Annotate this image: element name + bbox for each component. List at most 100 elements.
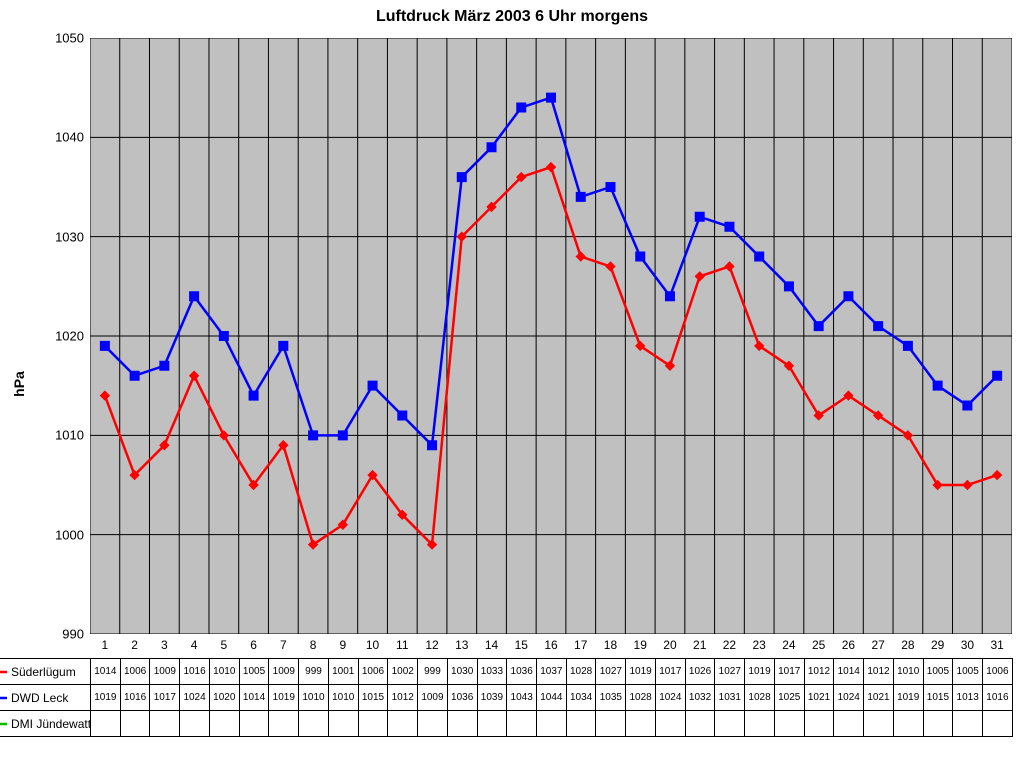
data-cell: 1013 [953,685,983,711]
data-cell: 1028 [745,685,775,711]
legend-swatch-icon [0,665,9,679]
series-marker [993,371,1002,380]
data-cell: 1001 [328,659,358,685]
x-tick-label: 25 [812,638,825,652]
x-tick-label: 10 [366,638,379,652]
data-cell: 1032 [685,685,715,711]
series-marker [784,282,793,291]
data-cell: 1039 [477,685,507,711]
data-cell: 1006 [358,659,388,685]
data-cell: 1034 [566,685,596,711]
x-tick-label: 1 [102,638,109,652]
data-cell [328,711,358,737]
data-table: Süderlügum101410061009101610101005100999… [0,658,1013,737]
data-cell: 1014 [239,685,269,711]
series-marker [249,391,258,400]
data-cell: 1010 [328,685,358,711]
data-cell [834,711,864,737]
data-cell [596,711,626,737]
data-cell: 1017 [774,659,804,685]
data-cell: 1009 [269,659,299,685]
data-cell [507,711,537,737]
series-marker [547,93,556,102]
data-cell [715,711,745,737]
series-marker [606,183,615,192]
legend-swatch-icon [0,717,9,731]
data-cell: 1025 [774,685,804,711]
data-cell [685,711,715,737]
legend-label: DWD Leck [11,691,68,705]
legend-label: DMI Jündewatt [11,717,91,731]
data-cell: 1036 [447,685,477,711]
data-cell: 1019 [745,659,775,685]
x-tick-label: 19 [634,638,647,652]
series-marker [963,401,972,410]
series-marker [844,292,853,301]
data-cell [418,711,448,737]
data-cell [477,711,507,737]
data-cell: 1026 [685,659,715,685]
data-cell: 1044 [537,685,567,711]
data-cell: 1005 [953,659,983,685]
data-cell: 1033 [477,659,507,685]
data-cell: 1021 [864,685,894,711]
data-cell [180,711,210,737]
series-marker [457,173,466,182]
data-cell [983,711,1013,737]
data-cell: 1021 [804,685,834,711]
y-tick-label: 990 [62,627,84,642]
data-cell: 1019 [626,659,656,685]
x-tick-label: 31 [990,638,1003,652]
data-cell [655,711,685,737]
y-tick-label: 1040 [55,130,84,145]
data-cell: 1002 [388,659,418,685]
data-cell: 1009 [150,659,180,685]
data-cell: 1014 [91,659,121,685]
plot-svg [90,38,1012,634]
series-marker [755,252,764,261]
y-tick-label: 1050 [55,31,84,46]
data-cell: 999 [418,659,448,685]
series-marker [665,292,674,301]
table-row: Süderlügum101410061009101610101005100999… [0,659,1012,685]
series-marker [814,322,823,331]
series-marker [576,192,585,201]
data-cell [447,711,477,737]
chart-root: Luftdruck März 2003 6 Uhr morgens hPa 99… [0,0,1024,768]
x-tick-label: 12 [425,638,438,652]
legend-label: Süderlügum [11,665,76,679]
data-cell [209,711,239,737]
x-tick-label: 30 [961,638,974,652]
data-cell: 1028 [626,685,656,711]
data-cell: 1019 [893,685,923,711]
data-cell [864,711,894,737]
y-tick-label: 1010 [55,428,84,443]
data-cell: 1016 [120,685,150,711]
x-tick-label: 29 [931,638,944,652]
data-cell: 1024 [655,685,685,711]
series-marker [636,252,645,261]
x-tick-label: 26 [842,638,855,652]
series-marker [100,341,109,350]
data-cell [804,711,834,737]
data-cell: 1037 [537,659,567,685]
x-tick-label: 3 [161,638,168,652]
x-tick-label: 23 [753,638,766,652]
series-marker [695,212,704,221]
series-marker [279,341,288,350]
data-cell [566,711,596,737]
series-marker [130,371,139,380]
data-cell: 1028 [566,659,596,685]
legend-cell: DMI Jündewatt [0,711,91,737]
x-tick-label: 27 [871,638,884,652]
series-marker [160,361,169,370]
legend-swatch-icon [0,691,9,705]
data-cell [626,711,656,737]
series-marker [368,381,377,390]
series-marker [398,411,407,420]
x-tick-label: 24 [782,638,795,652]
x-tick-label: 16 [544,638,557,652]
legend-cell: Süderlügum [0,659,91,685]
x-tick-label: 8 [310,638,317,652]
series-marker [517,103,526,112]
